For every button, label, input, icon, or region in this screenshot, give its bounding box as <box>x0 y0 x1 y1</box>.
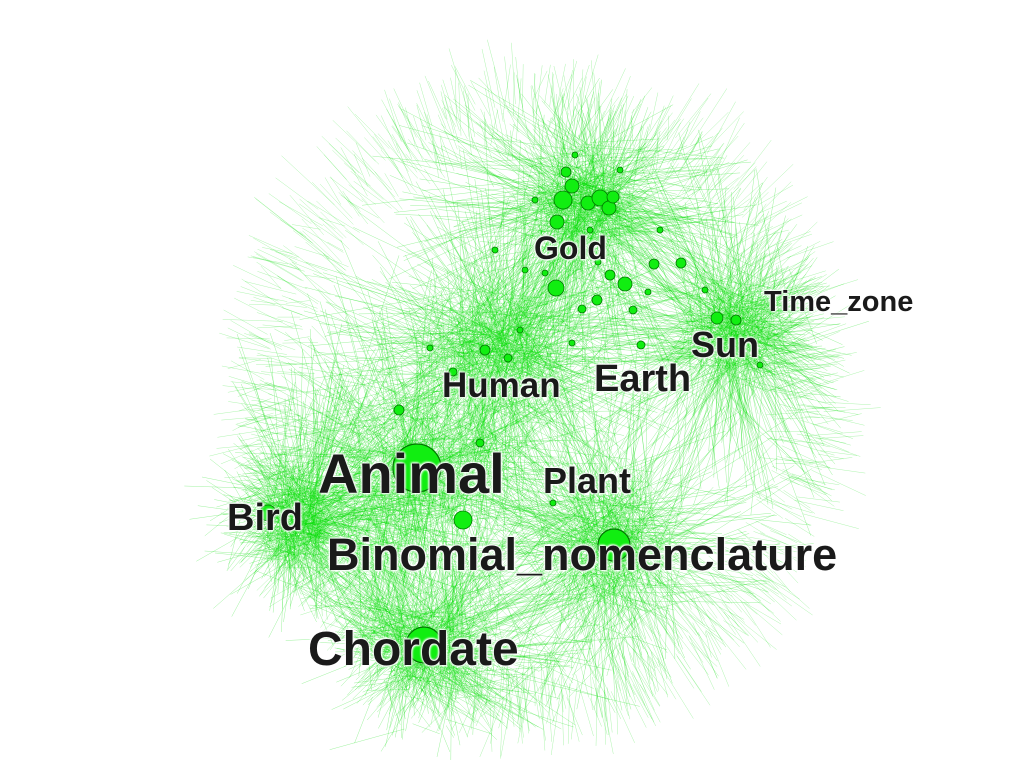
graph-node <box>259 504 277 522</box>
graph-node <box>586 226 594 234</box>
graph-node <box>564 178 580 194</box>
graph-node <box>571 151 579 159</box>
graph-node <box>547 279 565 297</box>
graph-node <box>531 196 539 204</box>
graph-node <box>730 314 742 326</box>
graph-node <box>675 257 687 269</box>
graph-node <box>617 276 633 292</box>
graph-node <box>426 344 434 352</box>
graph-node <box>549 214 565 230</box>
graph-node <box>392 443 442 493</box>
graph-node <box>560 166 572 178</box>
graph-node <box>710 311 724 325</box>
graph-node <box>604 269 616 281</box>
graph-node <box>616 166 624 174</box>
graph-node <box>606 190 620 204</box>
graph-node <box>479 344 491 356</box>
graph-node <box>756 361 764 369</box>
graph-edges-outer <box>209 39 881 759</box>
graph-node <box>594 258 602 266</box>
graph-node <box>405 626 443 664</box>
graph-node <box>656 226 664 234</box>
graph-node <box>393 404 405 416</box>
graph-node <box>453 510 473 530</box>
edge-layer <box>184 39 881 761</box>
graph-node <box>701 286 709 294</box>
graph-node <box>628 305 638 315</box>
graph-node <box>597 528 631 562</box>
graph-node <box>568 339 576 347</box>
graph-node <box>636 340 646 350</box>
graph-node <box>448 367 458 377</box>
graph-node <box>648 258 660 270</box>
node-layer <box>259 151 764 664</box>
graph-node <box>549 499 557 507</box>
graph-node <box>503 353 513 363</box>
graph-node <box>553 190 573 210</box>
graph-node <box>644 288 652 296</box>
graph-node <box>541 269 549 277</box>
graph-node <box>521 266 529 274</box>
graph-node <box>577 304 587 314</box>
graph-node <box>491 246 499 254</box>
graph-node <box>591 294 603 306</box>
graph-edges <box>184 77 869 761</box>
graph-node <box>516 326 524 334</box>
graph-node <box>475 438 485 448</box>
